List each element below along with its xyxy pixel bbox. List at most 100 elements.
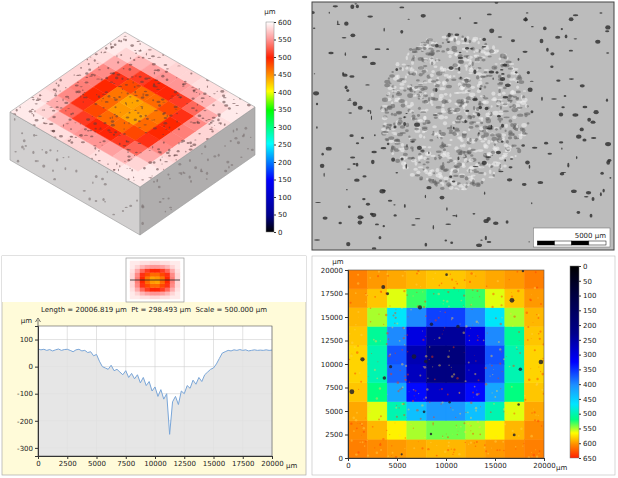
texture [118,40,120,42]
texture [164,64,168,66]
tick-label: 100 [278,194,291,202]
texture [176,77,177,78]
thumbnail-cell [130,284,135,288]
axis-line [39,457,273,460]
texture [594,110,599,114]
texture [391,126,396,130]
thumbnail-cell [145,295,150,299]
texture [448,132,453,134]
texture [337,24,341,25]
texture [456,41,461,46]
thumbnail-cell [175,272,180,276]
texture [440,66,443,69]
texture [488,111,491,115]
texture [457,157,460,161]
texture [481,181,484,185]
texture [447,161,451,163]
texture [497,83,503,86]
texture [561,106,564,108]
texture [605,142,611,146]
texture [493,111,499,116]
texture [153,181,155,183]
texture [461,42,466,44]
thumbnail-cell [170,269,175,273]
texture [122,210,124,212]
texture [165,211,166,213]
tick: 0 [274,229,282,237]
texture [478,162,481,165]
texture [423,65,427,67]
texture [487,13,492,15]
texture [447,50,453,54]
texture [116,74,120,76]
texture [356,5,359,9]
tick: 100 [274,194,291,202]
texture [400,156,406,160]
texture [421,70,426,73]
texture [397,91,400,94]
texture [521,123,526,127]
texture [192,143,196,146]
texture [20,106,21,108]
texture [472,38,476,42]
texture [117,61,119,63]
texture [421,14,426,18]
thumbnail-cell [170,288,175,292]
texture [441,50,445,52]
texture [167,115,168,117]
thumbnail-cell [145,288,150,292]
texture [189,148,193,150]
texture [105,101,109,103]
texture [431,62,433,66]
texture [184,83,187,85]
texture [98,66,99,67]
texture [162,164,163,165]
texture [433,225,434,229]
texture [107,164,109,165]
profile-line [38,349,272,434]
texture [548,153,552,155]
texture [525,161,530,165]
texture [45,151,48,154]
thumbnail-cell [170,284,175,288]
texture [567,163,569,168]
tick-mark [274,57,276,58]
thumbnail-cell [175,295,180,299]
texture [499,164,501,169]
texture [228,166,229,169]
texture [182,83,184,85]
texture [497,118,503,121]
thumbnail-cell [155,261,160,265]
texture [389,82,391,84]
texture [346,242,350,246]
texture [531,202,532,204]
texture [100,127,102,128]
texture [195,88,198,89]
thumbnail-cell [165,261,170,265]
texture [439,87,445,90]
texture [127,151,128,153]
texture [541,97,543,101]
texture [231,164,234,166]
texture [418,82,423,84]
texture [447,76,451,78]
texture [522,183,527,186]
texture [348,112,352,114]
texture [190,145,193,147]
texture [88,63,90,65]
texture [154,72,155,75]
texture [198,133,201,135]
texture [426,178,428,180]
texture [183,172,185,174]
texture [152,146,153,149]
texture [446,207,448,211]
thumbnail-cell [150,288,155,292]
texture [499,58,502,61]
texture [446,85,452,89]
texture [480,240,482,241]
texture [595,40,600,44]
texture [109,117,111,119]
texture [63,124,64,126]
texture [101,78,103,80]
texture [506,60,512,63]
